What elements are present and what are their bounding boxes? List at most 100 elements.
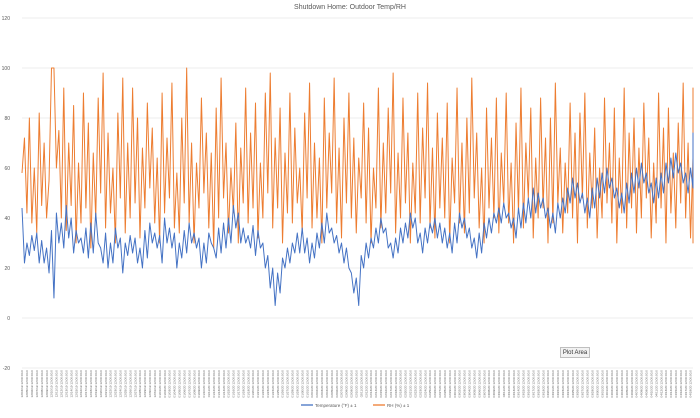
- x-tick-label: 02/12/20 12:00:00.0: [364, 370, 368, 398]
- x-tick-label: 02/28/20 12:00:00.0: [443, 370, 447, 398]
- x-tick-label: 03/24/20 12:00:00.0: [566, 370, 570, 398]
- x-tick-label: 12/24/19 12:00:00.0: [119, 370, 123, 398]
- x-tick-label: 02/18/20 12:00:00.0: [394, 370, 398, 398]
- x-tick-label: 03/12/20 12:00:00.0: [507, 370, 511, 398]
- x-tick-label: 01/26/20 12:00:00.0: [281, 370, 285, 398]
- x-tick-label: 04/02/20 12:00:00.0: [610, 370, 614, 398]
- x-tick-label: 12/13/19 12:00:00.0: [64, 370, 68, 398]
- x-tick-label: 02/27/20 12:00:00.0: [438, 370, 442, 398]
- x-tick-label: 03/17/20 12:00:00.0: [531, 370, 535, 398]
- y-tick-label: 0: [7, 316, 10, 322]
- x-tick-label: 02/02/20 12:00:00.0: [315, 370, 319, 398]
- x-tick-label: 04/14/20 12:00:00.0: [669, 370, 673, 398]
- x-tick-label: 12/04/19 12:00:00.0: [20, 370, 24, 398]
- x-tick-label: 03/20/20 12:00:00.0: [546, 370, 550, 398]
- x-tick-label: 12/07/19 12:00:00.0: [35, 370, 39, 398]
- x-tick-label: 01/13/20 12:00:00.0: [217, 370, 221, 398]
- x-axis-ticks: 12/04/19 12:00:00.0 12/05/19 12:00:00.0 12…: [20, 370, 693, 398]
- x-tick-label: 03/05/20 12:00:00.0: [472, 370, 476, 398]
- x-tick-label: 12/14/19 12:00:00.0: [69, 370, 73, 398]
- legend-label: RH (%) ± 1: [387, 403, 410, 408]
- x-tick-label: 12/31/19 12:00:00.0: [153, 370, 157, 398]
- x-tick-label: 01/20/20 12:00:00.0: [251, 370, 255, 398]
- x-tick-label: 04/16/20 12:00:00.0: [679, 370, 683, 398]
- x-tick-label: 12/30/19 12:00:00.0: [148, 370, 152, 398]
- chart-title: Shutdown Home: Outdoor Temp/RH: [294, 4, 406, 11]
- x-tick-label: 03/03/20 12:00:00.0: [463, 370, 467, 398]
- x-tick-label: 12/15/19 12:00:00.0: [74, 370, 78, 398]
- x-tick-label: 03/04/20 12:00:00.0: [468, 370, 472, 398]
- x-tick-label: 01/28/20 12:00:00.0: [291, 370, 295, 398]
- x-tick-label: 02/07/20 12:00:00.0: [340, 370, 344, 398]
- x-tick-label: 02/01/20 12:00:00.0: [310, 370, 314, 398]
- x-tick-label: 02/19/20 12:00:00.0: [399, 370, 403, 398]
- x-tick-label: 04/03/20 12:00:00.0: [615, 370, 619, 398]
- x-tick-label: 01/18/20 12:00:00.0: [241, 370, 245, 398]
- x-tick-label: 04/08/20 12:00:00.0: [640, 370, 644, 398]
- x-tick-label: 01/19/20 12:00:00.0: [246, 370, 250, 398]
- x-tick-label: 01/22/20 12:00:00.0: [261, 370, 265, 398]
- series-lines: [21, 67, 694, 306]
- x-tick-label: 03/02/20 12:00:00.0: [458, 370, 462, 398]
- x-tick-label: 03/01/20 12:00:00.0: [453, 370, 457, 398]
- x-tick-label: 01/21/20 12:00:00.0: [256, 370, 260, 398]
- x-tick-label: 02/11/20 12:00:00.0: [359, 370, 363, 398]
- x-tick-label: 02/24/20 12:00:00.0: [423, 370, 427, 398]
- x-tick-label: 03/16/20 12:00:00.0: [527, 370, 531, 398]
- x-tick-label: 12/20/19 12:00:00.0: [99, 370, 103, 398]
- x-tick-label: 03/13/20 12:00:00.0: [512, 370, 516, 398]
- x-tick-label: 03/08/20 12:00:00.0: [487, 370, 491, 398]
- x-tick-label: 02/10/20 12:00:00.0: [354, 370, 358, 398]
- x-tick-label: 02/06/20 12:00:00.0: [335, 370, 339, 398]
- x-tick-label: 01/03/20 12:00:00.0: [168, 370, 172, 398]
- x-tick-label: 03/22/20 12:00:00.0: [556, 370, 560, 398]
- x-tick-label: 03/11/20 12:00:00.0: [502, 370, 506, 398]
- x-tick-label: 02/13/20 12:00:00.0: [369, 370, 373, 398]
- y-axis-ticks: -20 0 20 40 60 80 100 120: [2, 16, 11, 372]
- x-tick-label: 01/23/20 12:00:00.0: [266, 370, 270, 398]
- x-tick-label: 12/26/19 12:00:00.0: [128, 370, 132, 398]
- x-tick-label: 12/21/19 12:00:00.0: [104, 370, 108, 398]
- x-tick-label: 01/09/20 12:00:00.0: [197, 370, 201, 398]
- x-tick-label: 01/07/20 12:00:00.0: [187, 370, 191, 398]
- x-tick-label: 03/19/20 12:00:00.0: [541, 370, 545, 398]
- x-tick-label: 02/15/20 12:00:00.0: [379, 370, 383, 398]
- x-tick-label: 01/25/20 12:00:00.0: [276, 370, 280, 398]
- legend: Temperature (°F) ± 1 RH (%) ± 1: [301, 403, 410, 408]
- x-tick-label: 01/05/20 12:00:00.0: [178, 370, 182, 398]
- x-tick-label: 02/09/20 12:00:00.0: [350, 370, 354, 398]
- x-tick-label: 02/25/20 12:00:00.0: [428, 370, 432, 398]
- x-tick-label: 01/12/20 12:00:00.0: [212, 370, 216, 398]
- x-tick-label: 12/09/19 12:00:00.0: [45, 370, 49, 398]
- x-tick-label: 04/12/20 12:00:00.0: [659, 370, 663, 398]
- x-tick-label: 12/19/19 12:00:00.0: [94, 370, 98, 398]
- x-tick-label: 04/01/20 12:00:00.0: [605, 370, 609, 398]
- x-tick-label: 02/05/20 12:00:00.0: [330, 370, 334, 398]
- x-tick-label: 12/29/19 12:00:00.0: [143, 370, 147, 398]
- x-tick-label: 04/17/20 12:00:00.0: [684, 370, 688, 398]
- x-tick-label: 03/30/20 12:00:00.0: [595, 370, 599, 398]
- y-tick-label: 40: [4, 216, 10, 222]
- x-tick-label: 04/06/20 12:00:00.0: [630, 370, 634, 398]
- x-tick-label: 01/16/20 12:00:00.0: [232, 370, 236, 398]
- y-tick-label: 100: [2, 66, 11, 72]
- x-tick-label: 04/18/20 12:00:00.0: [689, 370, 693, 398]
- x-tick-label: 01/27/20 12:00:00.0: [286, 370, 290, 398]
- y-tick-label: 20: [4, 266, 10, 272]
- x-tick-label: 01/17/20 12:00:00.0: [236, 370, 240, 398]
- x-tick-label: 02/08/20 12:00:00.0: [345, 370, 349, 398]
- series-line-temperature: [21, 132, 694, 306]
- x-tick-label: 02/16/20 12:00:00.0: [384, 370, 388, 398]
- x-tick-label: 01/29/20 12:00:00.0: [295, 370, 299, 398]
- x-tick-label: 03/26/20 12:00:00.0: [576, 370, 580, 398]
- plot-area-tooltip: Plot Area: [560, 347, 590, 358]
- x-tick-label: 12/28/19 12:00:00.0: [138, 370, 142, 398]
- legend-label: Temperature (°F) ± 1: [315, 403, 357, 408]
- x-tick-label: 12/10/19 12:00:00.0: [50, 370, 54, 398]
- x-tick-label: 01/31/20 12:00:00.0: [305, 370, 309, 398]
- x-tick-label: 03/27/20 12:00:00.0: [581, 370, 585, 398]
- y-tick-label: -20: [3, 366, 10, 372]
- x-tick-label: 03/15/20 12:00:00.0: [522, 370, 526, 398]
- y-tick-label: 80: [4, 116, 10, 122]
